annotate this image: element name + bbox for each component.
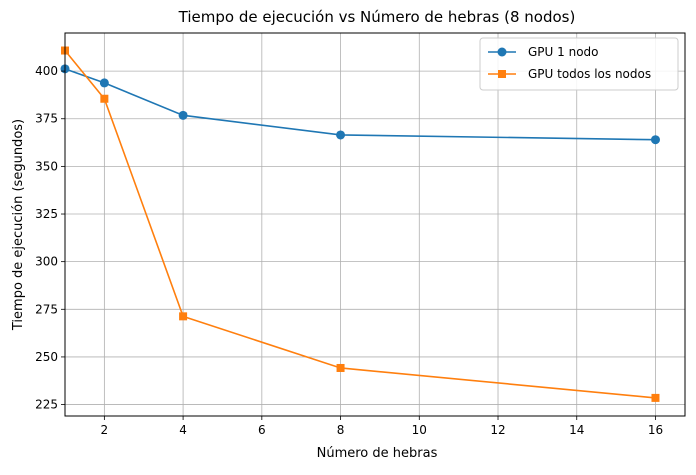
data-point	[336, 363, 345, 372]
legend-marker	[497, 47, 507, 57]
legend-marker	[498, 70, 506, 78]
data-point	[178, 110, 188, 120]
x-tick-label: 16	[648, 423, 663, 437]
x-axis-label: Número de hebras	[317, 446, 438, 461]
y-tick-label: 275	[35, 302, 58, 316]
plot-frame	[64, 32, 686, 417]
x-tick-label: 2	[101, 423, 109, 437]
x-tick-label: 12	[490, 423, 505, 437]
y-tick-label: 250	[35, 350, 58, 364]
y-tick-label: 375	[35, 112, 58, 126]
data-point	[336, 130, 346, 140]
x-tick-label: 10	[412, 423, 427, 437]
x-tick-label: 4	[179, 423, 187, 437]
y-tick-label: 225	[35, 398, 58, 412]
y-tick-label: 325	[35, 207, 58, 221]
legend: GPU 1 nodo GPU todos los nodos	[479, 37, 679, 91]
x-tick-label: 14	[569, 423, 584, 437]
data-point	[99, 78, 109, 88]
chart-title: Tiempo de ejecución vs Número de hebras …	[178, 8, 576, 26]
y-axis-label: Tiempo de ejecución (segundos)	[11, 119, 26, 331]
data-point	[100, 94, 109, 103]
y-tick-label: 350	[35, 159, 58, 173]
data-point	[179, 312, 188, 321]
grid	[65, 33, 685, 416]
x-tick-label: 8	[337, 423, 345, 437]
x-tick-label: 6	[258, 423, 266, 437]
legend-box	[479, 37, 679, 91]
legend-label: GPU todos los nodos	[528, 67, 651, 81]
y-tick-label: 300	[35, 255, 58, 269]
data-point	[650, 135, 660, 145]
ticks: 2 4 6 8 10 12 14 16 225 250 275 300 325 350 375 400	[35, 64, 663, 437]
data-point	[651, 393, 660, 402]
y-tick-label: 400	[35, 64, 58, 78]
legend-label: GPU 1 nodo	[528, 45, 599, 59]
